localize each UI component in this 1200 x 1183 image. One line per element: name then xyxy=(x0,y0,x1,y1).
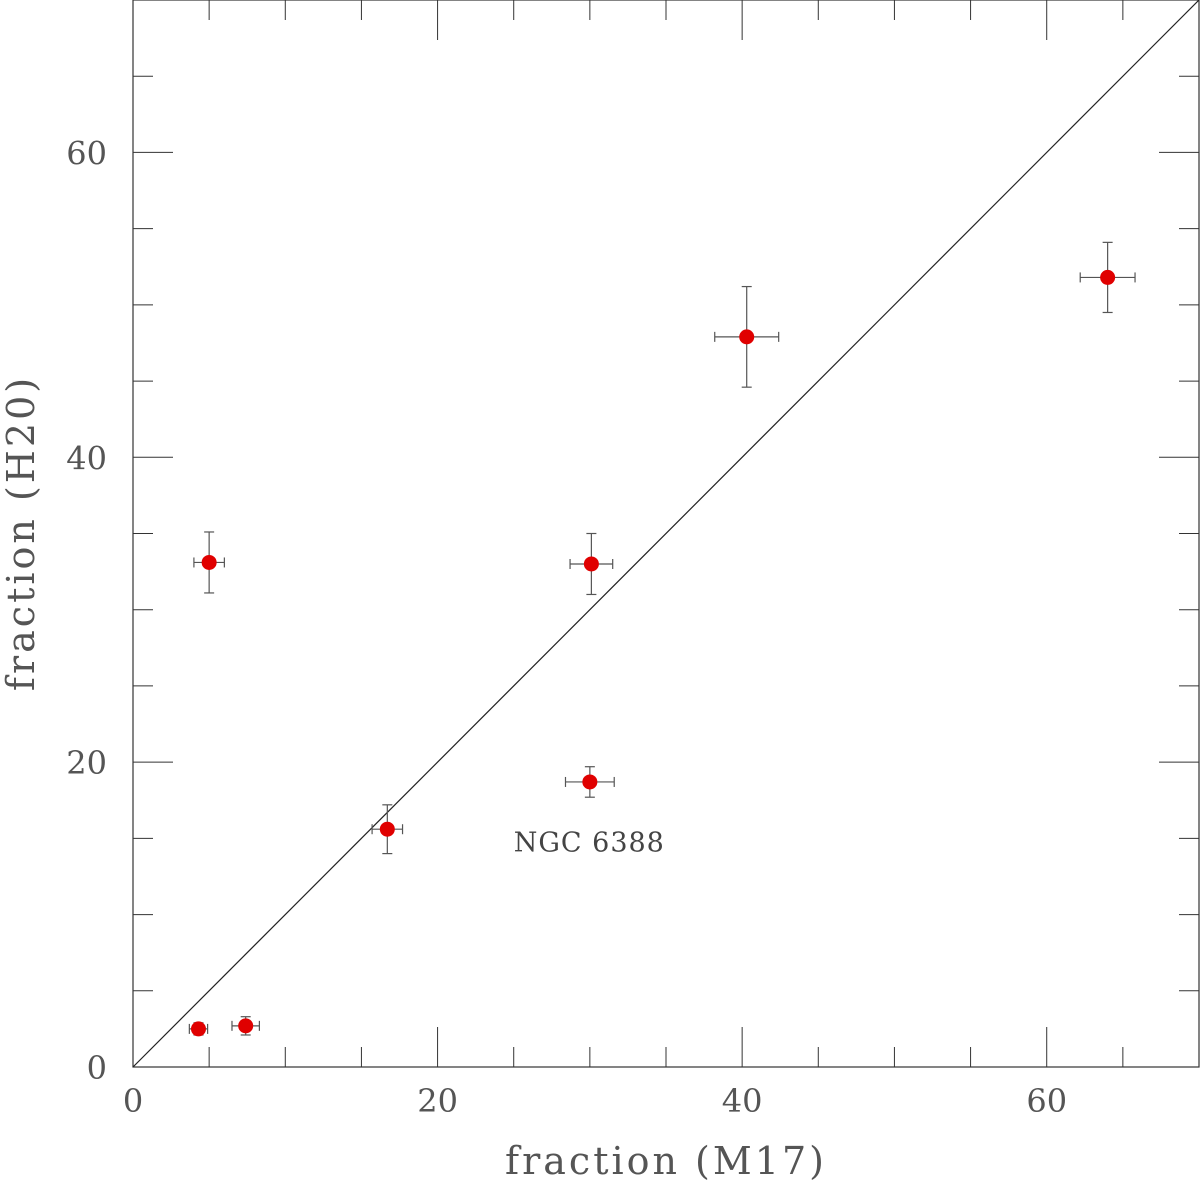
x-tick-label: 40 xyxy=(722,1082,763,1120)
data-point xyxy=(371,804,404,855)
data-marker xyxy=(582,774,598,790)
data-point xyxy=(193,531,225,594)
data-point xyxy=(714,285,780,388)
y-tick-label: 40 xyxy=(66,439,107,477)
data-marker xyxy=(1100,269,1116,285)
data-point xyxy=(569,532,614,596)
x-tick-label: 60 xyxy=(1026,1082,1067,1120)
data-points xyxy=(188,241,1136,1037)
annotation-label: NGC 6388 xyxy=(514,827,665,858)
data-point xyxy=(1079,241,1136,314)
data-marker xyxy=(238,1018,254,1034)
x-axis-label: fraction (M17) xyxy=(505,1139,827,1183)
data-marker xyxy=(201,554,217,570)
data-marker xyxy=(379,821,395,837)
data-marker xyxy=(583,556,599,572)
identity-line xyxy=(132,0,1200,1068)
y-tick-label: 0 xyxy=(87,1049,107,1087)
tick-labels: 0 20 40 60 0 20 40 60 xyxy=(66,134,1067,1120)
data-point xyxy=(188,1021,209,1037)
data-point xyxy=(564,766,615,798)
y-tick-label: 20 xyxy=(66,744,107,782)
y-tick-label: 60 xyxy=(66,134,107,172)
annotations: NGC 6388 xyxy=(514,827,665,858)
data-point xyxy=(231,1016,260,1036)
data-marker xyxy=(739,329,755,345)
x-tick-label: 20 xyxy=(417,1082,458,1120)
y-axis-label: fraction (H20) xyxy=(0,375,43,691)
data-marker xyxy=(190,1021,206,1037)
x-tick-label: 0 xyxy=(123,1082,143,1120)
axis-ticks xyxy=(133,0,1199,1067)
